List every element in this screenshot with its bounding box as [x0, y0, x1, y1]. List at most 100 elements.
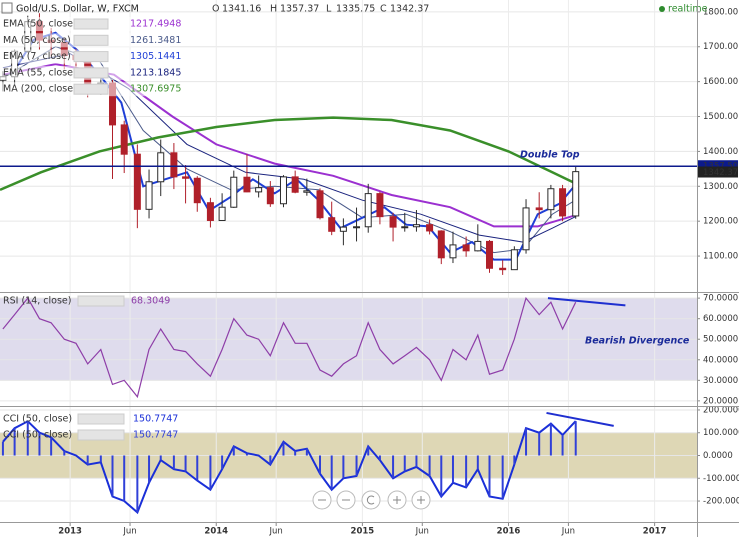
legend-icons [73, 18, 109, 30]
candle-body [303, 190, 311, 193]
candle-body [510, 249, 518, 271]
panel-title: CCI (50, close) [3, 430, 72, 441]
legend-value: 1307.6975 [130, 84, 181, 95]
y-tick-label: 1400.00 [703, 147, 738, 157]
legend-value: 1305.1441 [130, 51, 181, 62]
zoom-controls [312, 490, 431, 510]
candle-body [316, 190, 324, 219]
candle-body [291, 176, 299, 193]
legend-name: MA (50, close) [3, 35, 71, 46]
candle-body [218, 206, 226, 221]
legend-icons [73, 34, 109, 46]
ohlc-value: 1342.37 [390, 4, 429, 15]
candle-body [522, 207, 530, 251]
legend-name: EMA (55, close) [3, 67, 77, 78]
candle-body [364, 193, 372, 228]
candle-body [145, 181, 153, 210]
candle-body [449, 244, 457, 259]
ohlc-value: 1357.37 [280, 4, 319, 15]
y-tick-label: 1700.00 [703, 42, 738, 52]
y-tick-label: 1600.00 [703, 77, 738, 87]
legend-icons [73, 83, 109, 95]
candle-body [462, 244, 470, 252]
panel-value: 150.7747 [133, 414, 178, 425]
y-tick-label: 70.0000 [703, 294, 738, 304]
legend-icons [77, 413, 125, 425]
symbol-icon[interactable] [1, 2, 13, 14]
panel-title: CCI (50, close) [3, 414, 72, 425]
y-tick-label: 30.0000 [703, 376, 738, 386]
candle-body [389, 216, 397, 228]
legend-value: 1217.4948 [130, 19, 181, 30]
y-tick-label: -100.0000 [703, 474, 739, 484]
plot-area: 1100.00 1200.00 1300.00 1400.00 1500.00 1600.… [0, 4, 739, 537]
candle-body [426, 224, 434, 232]
candle-body [376, 193, 384, 218]
control-glyphs [318, 495, 425, 505]
candle-body [437, 230, 445, 259]
candle-body [279, 176, 287, 205]
y-tick-label: 1500.00 [703, 112, 738, 122]
y-tick-label: 1100.00 [703, 252, 738, 262]
y-tick-label: 0.0000 [703, 451, 733, 461]
last-price-label: 1342.37 [703, 168, 738, 178]
realtime-dot [659, 6, 665, 12]
y-tick-label: 1800.00 [703, 7, 738, 17]
candle-body [499, 267, 507, 271]
ohlc-label: H [270, 4, 277, 15]
candle-body [193, 177, 201, 204]
legend-icons [73, 67, 109, 79]
legend-icons [77, 295, 125, 307]
annotation: Bearish Divergence [585, 336, 690, 347]
candle-body [412, 224, 420, 228]
y-tick-label: 20.0000 [703, 396, 738, 406]
status: realtime [668, 4, 708, 15]
x-tick-label: 2016 [497, 527, 521, 537]
price-tag [698, 160, 738, 172]
y-tick-label: 200.0000 [703, 405, 739, 415]
moving-average-line [0, 116, 577, 191]
legend-name: EMA (7, close) [3, 51, 71, 62]
candle-body [133, 153, 141, 210]
ohlc-label: O [212, 4, 219, 15]
ohlc-value: 1335.75 [336, 4, 375, 15]
x-tick-label: 2017 [643, 527, 667, 537]
y-tick-label: 1200.00 [703, 217, 738, 227]
candle-body [559, 188, 567, 217]
panel-value: 68.3049 [131, 296, 170, 307]
candle-body [339, 226, 347, 232]
y-tick-label: 50.0000 [703, 335, 738, 345]
y-tick-label: 1300.00 [703, 182, 738, 192]
candle-body [401, 226, 409, 229]
divergence-trendline [546, 411, 614, 427]
x-tick-label: Jun [269, 527, 283, 537]
legend-icons [73, 51, 109, 63]
candle-body [157, 152, 165, 183]
candle-body [255, 187, 263, 193]
x-tick-label: Jun [415, 527, 429, 537]
legend-name: EMA (50, close) [3, 19, 77, 30]
candle-body [353, 226, 361, 229]
candle-body [486, 240, 494, 269]
candle-body [230, 176, 238, 208]
candle-body [182, 176, 190, 179]
ohlc-value: 1341.16 [222, 4, 261, 15]
x-tick-label: Jun [561, 527, 575, 537]
chart-title: Gold/U.S. Dollar, W, FXCM [16, 4, 139, 15]
candle-body [535, 207, 543, 211]
reset-button[interactable] [361, 490, 381, 510]
candle-body [266, 187, 274, 205]
candle-body [474, 240, 482, 252]
ohlc-label: L [326, 4, 332, 15]
y-tick-label: -200.0000 [703, 497, 739, 507]
panel-title: RSI (14, close) [3, 296, 71, 307]
cci-line [2, 420, 577, 515]
annotation: Double Top [520, 150, 580, 161]
y-tick-label: 100.0000 [703, 428, 739, 438]
candle-body [206, 202, 214, 221]
legend-name: MA (200, close) [3, 84, 77, 95]
ohlc-label: C [380, 4, 387, 15]
rsi-line [2, 296, 577, 399]
candle-body [572, 171, 580, 217]
